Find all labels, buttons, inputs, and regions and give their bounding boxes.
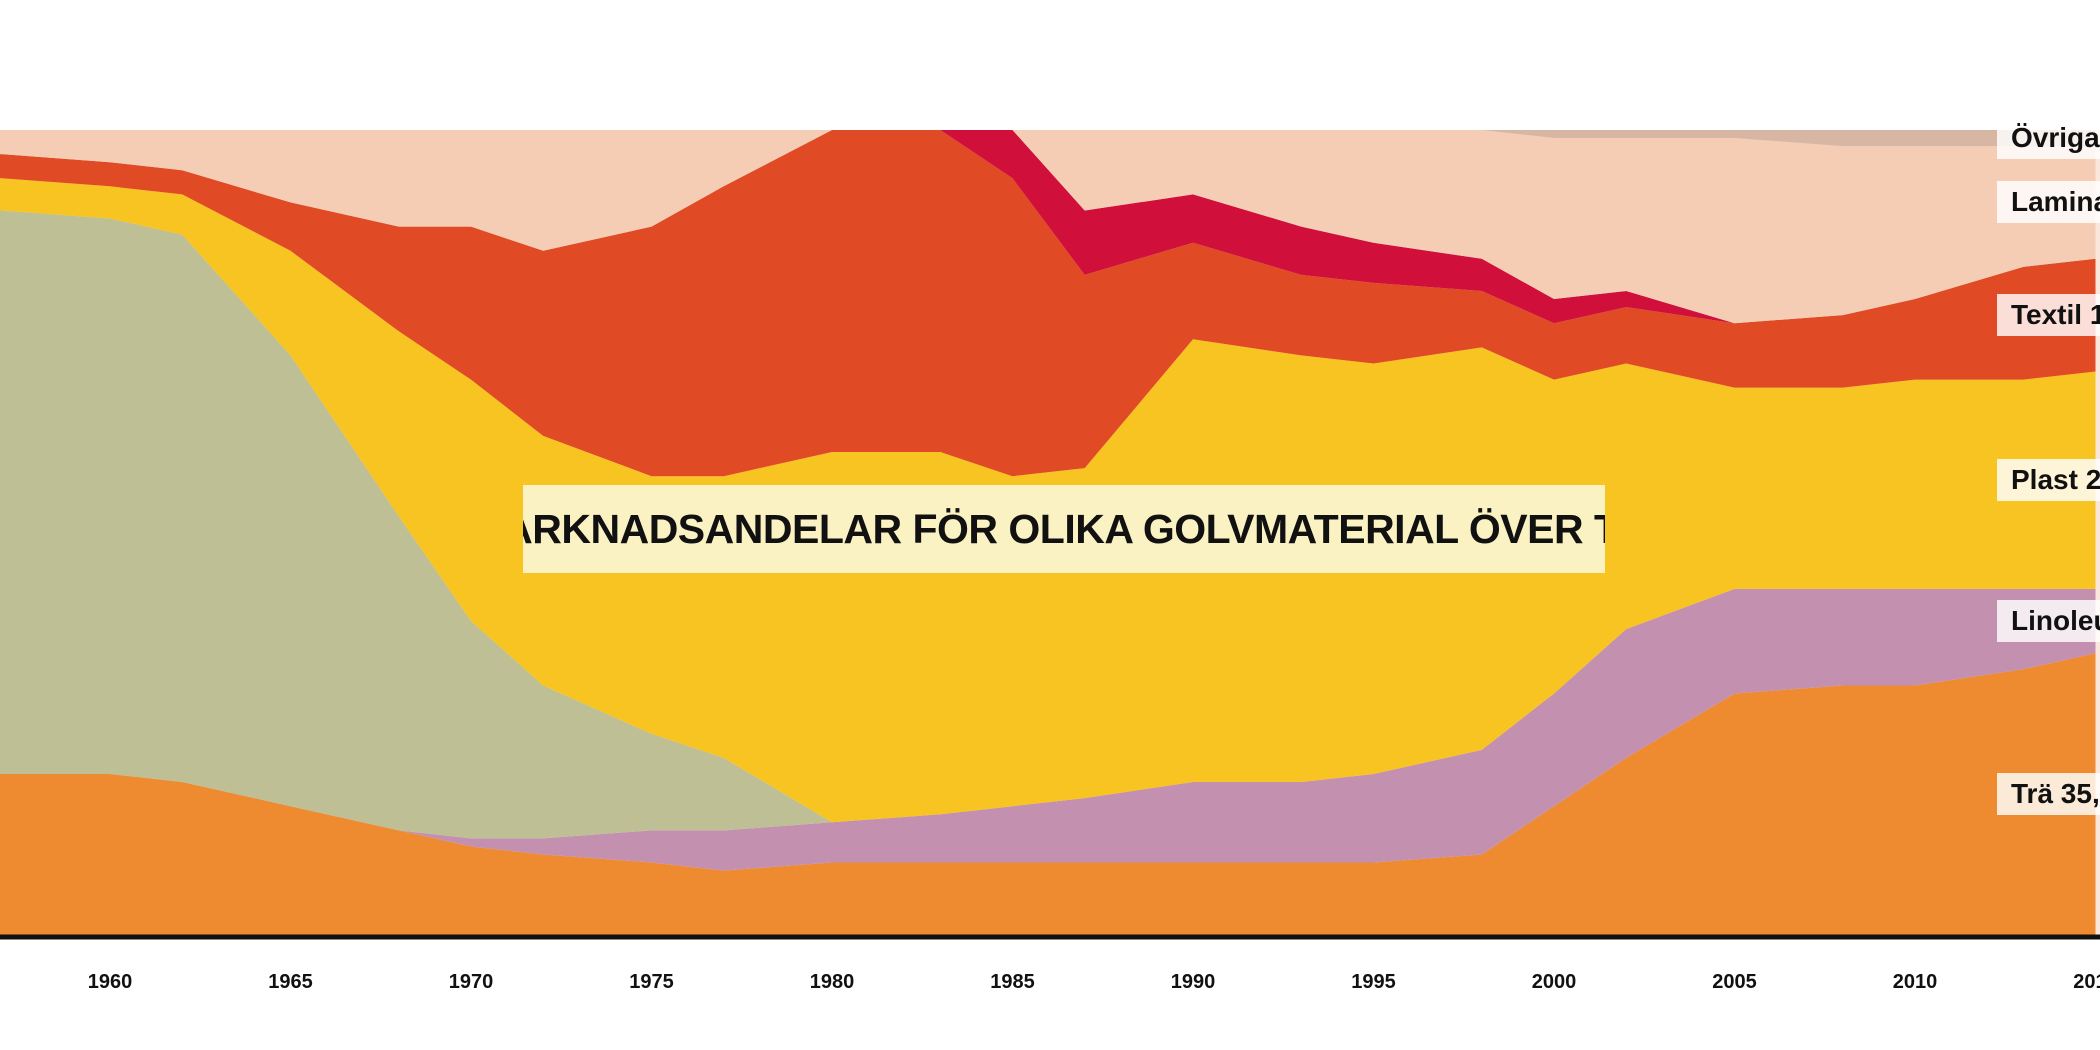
series-label-4: Plast 2 [1997,459,2100,502]
chart-title: MARKNADSANDELAR FÖR OLIKA GOLVMATERIAL Ö… [523,485,1605,573]
x-tick-label: 1980 [810,971,855,993]
x-tick-label: 1970 [449,971,494,993]
x-tick-label: 1965 [268,971,313,993]
area-series-8 [0,130,2096,147]
x-tick-label: 1975 [629,971,674,993]
x-tick-label: 2010 [1893,971,1938,993]
area-series-7 [0,130,2096,324]
area-series-2 [0,588,2096,871]
series-label-7: Lamina [1997,181,2100,224]
x-tick-label: 1990 [1171,971,1216,993]
area-series-3 [0,210,2096,839]
x-tick-label: 2000 [1532,971,1577,993]
x-tick-label: 1985 [990,971,1035,993]
series-label-2: Linoleu [1997,600,2100,643]
area-series-5 [0,130,2096,477]
series-label-1: Trä 35, [1997,773,2100,816]
x-tick-label: 1995 [1351,971,1396,993]
series-label-5: Textil 1 [1997,294,2100,337]
series-label-8: Övriga [1997,117,2100,160]
x-axis-ticks: 1960 1965 1970 1975 1980 1985 1990 1995 2000 2005… [88,971,2100,993]
x-tick-label: 2005 [1712,971,1757,993]
x-tick-label: 2015 [2073,971,2100,993]
area-series-1 [0,653,2096,935]
x-tick-label: 1960 [88,971,133,993]
